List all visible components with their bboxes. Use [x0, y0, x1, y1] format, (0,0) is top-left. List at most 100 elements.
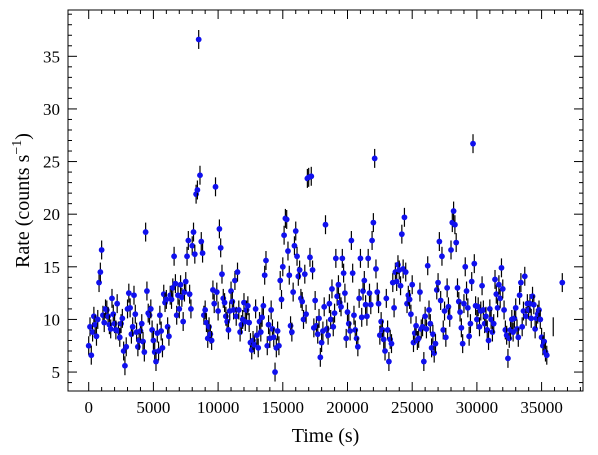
data-point — [512, 304, 519, 311]
data-point — [309, 267, 316, 273]
data-point — [441, 308, 448, 314]
data-point — [494, 304, 501, 311]
data-point — [303, 311, 309, 318]
data-point — [440, 327, 447, 333]
data-point — [176, 306, 183, 312]
data-point — [312, 297, 319, 304]
data-point — [459, 340, 466, 347]
data-point — [388, 340, 395, 347]
data-point — [188, 306, 194, 312]
x-tick-label: 15000 — [262, 398, 305, 417]
data-point — [428, 344, 435, 351]
data-point — [366, 290, 373, 297]
data-point — [458, 324, 465, 331]
data-point — [316, 315, 322, 322]
axis-tick-labels: 0 5000 10000 15000 20000 25000 30000 35000 5 10 15… — [43, 47, 563, 417]
data-point — [326, 300, 333, 307]
data-point — [317, 354, 324, 361]
data-point — [437, 297, 444, 304]
data-point — [329, 286, 335, 292]
data-point — [244, 302, 251, 309]
data-point — [208, 337, 215, 344]
data-point — [461, 300, 467, 307]
data-point — [532, 326, 539, 332]
data-point — [338, 303, 344, 310]
data-point — [217, 244, 224, 251]
data-point — [164, 323, 171, 330]
data-point — [123, 343, 130, 350]
data-point — [476, 323, 483, 330]
data-point — [252, 306, 259, 312]
data-point — [398, 231, 405, 238]
data-point — [492, 276, 498, 283]
data-point — [222, 313, 229, 320]
data-point — [182, 278, 189, 285]
data-point — [212, 183, 219, 190]
data-point — [88, 352, 95, 359]
data-point — [132, 311, 139, 318]
data-point — [360, 288, 366, 294]
data-point — [276, 342, 282, 349]
data-point — [156, 312, 163, 319]
data-point — [379, 327, 386, 333]
data-point — [375, 300, 382, 307]
data-point — [257, 329, 264, 335]
data-point — [490, 320, 497, 327]
data-point — [278, 296, 285, 303]
data-point — [150, 337, 157, 344]
y-axis-title-main: Rate (counts s — [12, 154, 34, 268]
data-point — [380, 336, 387, 343]
data-point — [415, 335, 422, 342]
data-point — [263, 257, 269, 264]
data-point — [190, 229, 197, 235]
data-point — [378, 318, 385, 325]
data-point — [516, 292, 523, 299]
data-point — [172, 280, 179, 287]
data-point — [479, 282, 485, 289]
data-point — [486, 306, 493, 312]
data-point — [203, 319, 210, 326]
data-point — [199, 250, 206, 257]
data-point — [498, 264, 505, 271]
data-point — [318, 339, 325, 346]
data-point — [523, 313, 529, 320]
data-point — [480, 307, 487, 313]
data-point — [495, 281, 502, 288]
data-point — [444, 284, 451, 291]
data-point — [454, 284, 461, 291]
x-tick-label: 25000 — [391, 398, 434, 417]
data-point — [406, 296, 413, 303]
data-point — [451, 221, 458, 228]
data-point — [473, 316, 480, 323]
data-point — [483, 313, 489, 320]
data-point — [429, 331, 436, 338]
data-point — [340, 270, 347, 277]
data-point — [234, 269, 241, 275]
data-point — [265, 321, 272, 328]
data-point — [559, 279, 566, 286]
data-point — [369, 237, 375, 244]
data-point — [342, 290, 348, 297]
data-point — [290, 289, 297, 295]
data-point — [543, 352, 550, 359]
data-point — [277, 277, 284, 284]
data-point — [365, 255, 372, 262]
data-point — [246, 319, 253, 326]
data-point — [493, 291, 500, 298]
data-point — [347, 328, 353, 334]
data-point — [426, 307, 432, 313]
data-point — [370, 219, 377, 226]
data-point — [431, 350, 438, 357]
data-point — [228, 288, 234, 294]
data-point — [489, 329, 496, 335]
data-point — [270, 334, 277, 341]
data-point — [471, 260, 478, 267]
data-point — [142, 229, 149, 235]
data-point — [146, 312, 153, 319]
data-point — [348, 237, 355, 244]
data-point — [159, 344, 166, 351]
y-axis-title-close: ) — [12, 133, 34, 140]
data-point — [332, 255, 339, 262]
data-point — [168, 296, 175, 303]
data-point — [331, 310, 338, 317]
